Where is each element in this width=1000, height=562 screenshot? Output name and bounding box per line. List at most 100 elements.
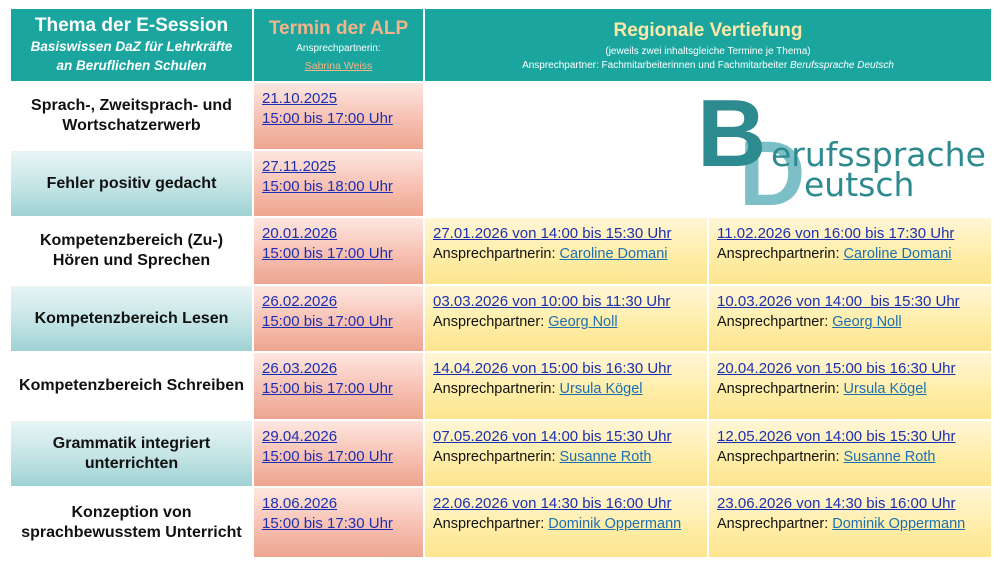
regional-cell-4-1: 03.03.2026 von 10:00 bis 11:30 Uhr Anspr… xyxy=(425,286,709,353)
topic-line: Grammatik integriert xyxy=(52,434,211,452)
contact-label: Ansprechpartnerin: xyxy=(433,381,556,397)
contact-link[interactable]: Georg Noll xyxy=(548,314,618,330)
contact-link[interactable]: Susanne Roth xyxy=(843,449,936,465)
regional-cell-6-1: 07.05.2026 von 14:00 bis 15:30 Uhr Anspr… xyxy=(425,421,709,488)
contact-line: Ansprechpartner: Georg Noll xyxy=(433,312,707,332)
alp-cell-5: 26.03.2026 15:00 bis 17:00 Uhr xyxy=(254,353,425,421)
contact-label: Ansprechpartnerin: xyxy=(433,449,556,465)
contact-link[interactable]: Susanne Roth xyxy=(559,449,652,465)
contact-line: Ansprechpartnerin: Ursula Kögel xyxy=(717,379,991,399)
header-topic-cell: Thema der E-Session Basiswissen DaZ für … xyxy=(11,9,254,83)
topic-cell-5: Kompetenzbereich Schreiben xyxy=(11,353,254,421)
logo-word-1: erufssprache xyxy=(771,135,986,174)
contact-label: Ansprechpartner: xyxy=(717,516,829,532)
header-alp-title: Termin der ALP xyxy=(268,18,409,39)
contact-label: Ansprechpartnerin: xyxy=(717,246,840,262)
topic-line: sprachbewusstem Unterricht xyxy=(21,523,242,541)
regional-cell-5-1: 14.04.2026 von 15:00 bis 16:30 Uhr Anspr… xyxy=(425,353,709,421)
logo-letter-d: D xyxy=(739,123,805,209)
topic-cell-3: Kompetenzbereich (Zu-) Hören und Sprechen xyxy=(11,218,254,286)
alp-date-link[interactable]: 27.11.2025 xyxy=(262,158,336,175)
topic-line: Hören und Sprechen xyxy=(52,252,211,269)
contact-line: Ansprechpartnerin: Susanne Roth xyxy=(717,447,991,467)
header-alp-cell: Termin der ALP Ansprechpartnerin: Sabrin… xyxy=(254,9,425,83)
topic-line: Konzeption von xyxy=(71,503,192,521)
contact-line: Ansprechpartner: Dominik Oppermann xyxy=(433,514,707,534)
topic-cell-6: Grammatik integriert unterrichten xyxy=(11,421,254,488)
contact-link[interactable]: Caroline Domani xyxy=(559,246,668,262)
contact-link[interactable]: Ursula Kögel xyxy=(843,381,927,397)
regional-date-link[interactable]: 20.04.2026 von 15:00 bis 16:30 Uhr xyxy=(717,360,956,377)
alp-cell-3: 20.01.2026 15:00 bis 17:00 Uhr xyxy=(254,218,425,286)
contact-line: Ansprechpartner: Dominik Oppermann xyxy=(717,514,991,534)
logo-word-2: eutsch xyxy=(804,165,914,204)
regional-date-link[interactable]: 11.02.2026 von 16:00 bis 17:30 Uhr xyxy=(717,225,955,242)
alp-date-link[interactable]: 26.03.2026 xyxy=(262,360,338,377)
contact-link[interactable]: Georg Noll xyxy=(832,314,902,330)
topic-line: Fehler positiv gedacht xyxy=(46,174,217,192)
alp-time-link[interactable]: 15:00 bis 17:00 Uhr xyxy=(262,245,393,262)
regional-cell-3-1: 27.01.2026 von 14:00 bis 15:30 Uhr Anspr… xyxy=(425,218,709,286)
header-alp-contact-link[interactable]: Sabrina Weiss xyxy=(304,60,373,72)
alp-date-link[interactable]: 29.04.2026 xyxy=(262,428,338,445)
regional-date-link[interactable]: 14.04.2026 von 15:00 bis 16:30 Uhr xyxy=(433,360,672,377)
alp-date-link[interactable]: 20.01.2026 xyxy=(262,225,338,242)
alp-date-link[interactable]: 18.06.2026 xyxy=(262,495,338,512)
alp-time-link[interactable]: 15:00 bis 17:00 Uhr xyxy=(262,380,393,397)
alp-cell-6: 29.04.2026 15:00 bis 17:00 Uhr xyxy=(254,421,425,488)
header-regional-subtitle-2-italic: Berufssprache Deutsch xyxy=(789,60,894,71)
contact-link[interactable]: Dominik Oppermann xyxy=(548,516,682,532)
header-topic-subtitle-2: an Beruflichen Schulen xyxy=(56,58,207,73)
header-regional-subtitle-2: Ansprechpartner: Fachmitarbeiterinnen un… xyxy=(425,59,991,73)
logo-letter-b: B xyxy=(697,84,766,187)
topic-line: Wortschatzerwerb xyxy=(62,117,201,134)
contact-label: Ansprechpartner: xyxy=(433,314,545,330)
regional-cell-5-2: 20.04.2026 von 15:00 bis 16:30 Uhr Anspr… xyxy=(709,353,991,421)
regional-cell-4-2: 10.03.2026 von 14:00 bis 15:30 Uhr Anspr… xyxy=(709,286,991,353)
header-regional-title: Regionale Vertiefung xyxy=(613,20,803,41)
alp-time-link[interactable]: 15:00 bis 17:00 Uhr xyxy=(262,448,393,465)
regional-date-link[interactable]: 23.06.2026 von 14:30 bis 16:00 Uhr xyxy=(717,495,956,512)
contact-line: Ansprechpartner: Georg Noll xyxy=(717,312,991,332)
regional-cell-3-2: 11.02.2026 von 16:00 bis 17:30 Uhr Anspr… xyxy=(709,218,991,286)
contact-label: Ansprechpartnerin: xyxy=(433,246,556,262)
topic-line: Kompetenzbereich Lesen xyxy=(34,309,229,327)
alp-time-link[interactable]: 15:00 bis 18:00 Uhr xyxy=(262,178,393,195)
alp-cell-7: 18.06.2026 15:00 bis 17:30 Uhr xyxy=(254,488,425,557)
regional-date-link[interactable]: 07.05.2026 von 14:00 bis 15:30 Uhr xyxy=(433,428,672,445)
regional-date-link[interactable]: 22.06.2026 von 14:30 bis 16:00 Uhr xyxy=(433,495,672,512)
topic-line: Kompetenzbereich (Zu-) xyxy=(39,232,224,249)
topic-line: Sprach-, Zweitsprach- und xyxy=(31,97,232,114)
contact-link[interactable]: Dominik Oppermann xyxy=(832,516,966,532)
contact-line: Ansprechpartnerin: Susanne Roth xyxy=(433,447,707,467)
contact-link[interactable]: Caroline Domani xyxy=(843,246,952,262)
header-alp-contact-label: Ansprechpartnerin: xyxy=(296,43,381,54)
regional-date-link[interactable]: 12.05.2026 von 14:00 bis 15:30 Uhr xyxy=(717,428,956,445)
berufssprache-deutsch-logo: D B erufssprache eutsch xyxy=(697,84,986,209)
regional-cell-6-2: 12.05.2026 von 14:00 bis 15:30 Uhr Anspr… xyxy=(709,421,991,488)
topic-cell-4: Kompetenzbereich Lesen xyxy=(11,286,254,353)
topic-cell-2: Fehler positiv gedacht xyxy=(11,151,254,218)
alp-date-link[interactable]: 26.02.2026 xyxy=(262,293,338,310)
header-regional-subtitle-1: (jeweils zwei inhaltsgleiche Termine je … xyxy=(605,46,811,57)
alp-cell-2: 27.11.2025 15:00 bis 18:00 Uhr xyxy=(254,151,425,218)
contact-line: Ansprechpartnerin: Caroline Domani xyxy=(433,244,707,264)
regional-date-link[interactable]: 27.01.2026 von 14:00 bis 15:30 Uhr xyxy=(433,225,672,242)
contact-label: Ansprechpartnerin: xyxy=(717,449,840,465)
header-topic-title: Thema der E-Session xyxy=(34,15,229,36)
alp-date-link[interactable]: 21.10.2025 xyxy=(262,90,338,107)
schedule-table: Thema der E-Session Basiswissen DaZ für … xyxy=(11,9,991,557)
alp-time-link[interactable]: 15:00 bis 17:30 Uhr xyxy=(262,515,393,532)
alp-cell-1: 21.10.2025 15:00 bis 17:00 Uhr xyxy=(254,83,425,151)
contact-label: Ansprechpartner: xyxy=(433,516,545,532)
topic-line: unterrichten xyxy=(84,454,179,472)
contact-line: Ansprechpartnerin: Ursula Kögel xyxy=(433,379,707,399)
regional-cell-7-2: 23.06.2026 von 14:30 bis 16:00 Uhr Anspr… xyxy=(709,488,991,557)
alp-time-link[interactable]: 15:00 bis 17:00 Uhr xyxy=(262,110,393,127)
regional-date-link[interactable]: 03.03.2026 von 10:00 bis 11:30 Uhr xyxy=(433,293,671,310)
alp-time-link[interactable]: 15:00 bis 17:00 Uhr xyxy=(262,313,393,330)
regional-date-link[interactable]: 10.03.2026 von 14:00 bis 15:30 Uhr xyxy=(717,293,960,310)
regional-cell-7-1: 22.06.2026 von 14:30 bis 16:00 Uhr Anspr… xyxy=(425,488,709,557)
contact-link[interactable]: Ursula Kögel xyxy=(559,381,643,397)
alp-cell-4: 26.02.2026 15:00 bis 17:00 Uhr xyxy=(254,286,425,353)
